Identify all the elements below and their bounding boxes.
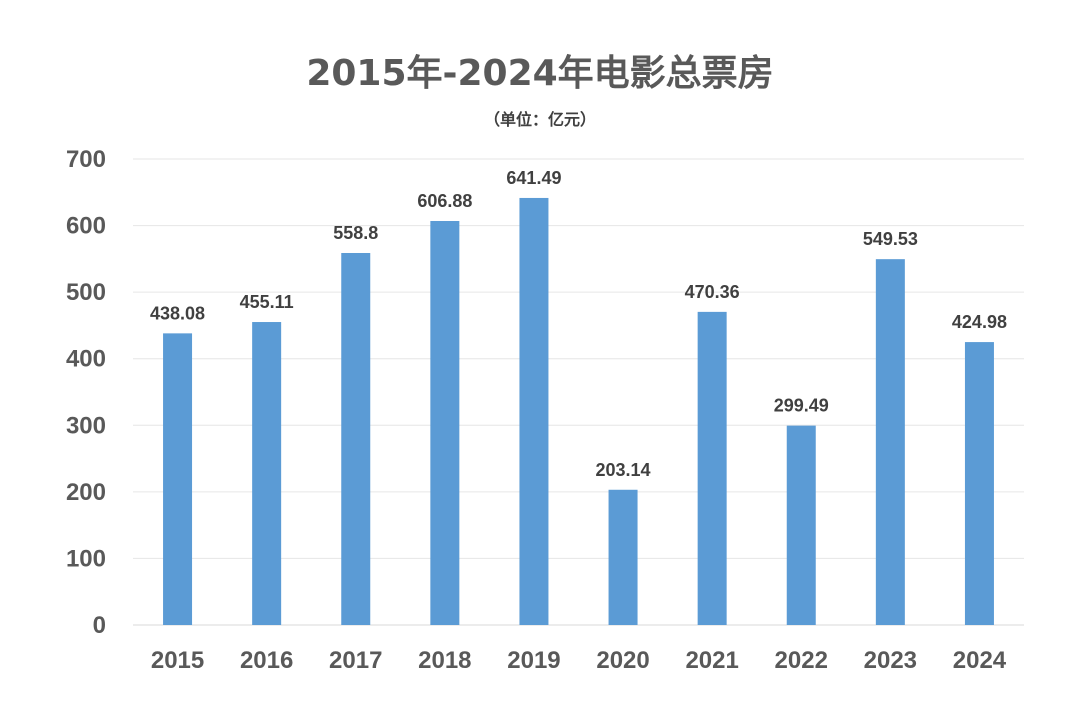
bar [163,333,193,625]
y-tick-label: 300 [66,412,106,439]
y-tick-label: 500 [66,279,106,306]
x-tick-label: 2024 [953,647,1007,674]
x-tick-label: 2018 [418,647,471,674]
bar [341,252,371,626]
bar [875,259,905,625]
data-label: 438.08 [150,303,205,323]
x-tick-label: 2016 [240,647,293,674]
bar [964,342,994,625]
data-label: 470.36 [685,282,740,302]
y-tick-label: 200 [66,479,106,506]
bar [697,311,727,625]
x-tick-label: 2020 [596,647,649,674]
y-tick-label: 600 [66,213,106,240]
bar [252,322,282,625]
y-tick-label: 100 [66,545,106,572]
y-tick-label: 700 [66,146,106,173]
bar [786,425,816,625]
bar [519,197,549,626]
data-label: 299.49 [774,396,829,416]
x-tick-label: 2019 [507,647,560,674]
chart-subtitle: （单位：亿元） [483,110,596,129]
y-tick-label: 400 [66,346,106,373]
data-label: 203.14 [596,460,651,480]
data-label: 558.8 [333,223,378,243]
x-tick-label: 2023 [864,647,917,674]
x-tick-label: 2017 [329,647,382,674]
data-label: 455.11 [240,292,294,312]
x-tick-label: 2022 [775,647,828,674]
x-tick-label: 2015 [151,647,204,674]
data-label: 549.53 [863,229,918,249]
data-label: 424.98 [952,312,1007,332]
y-tick-label: 0 [93,612,106,639]
data-label: 606.88 [417,191,472,211]
bar [608,489,638,625]
chart-title: 2015年-2024年电影总票房 [306,53,774,94]
x-tick-label: 2021 [685,647,738,674]
data-label: 641.49 [506,168,561,188]
bar [430,220,460,625]
